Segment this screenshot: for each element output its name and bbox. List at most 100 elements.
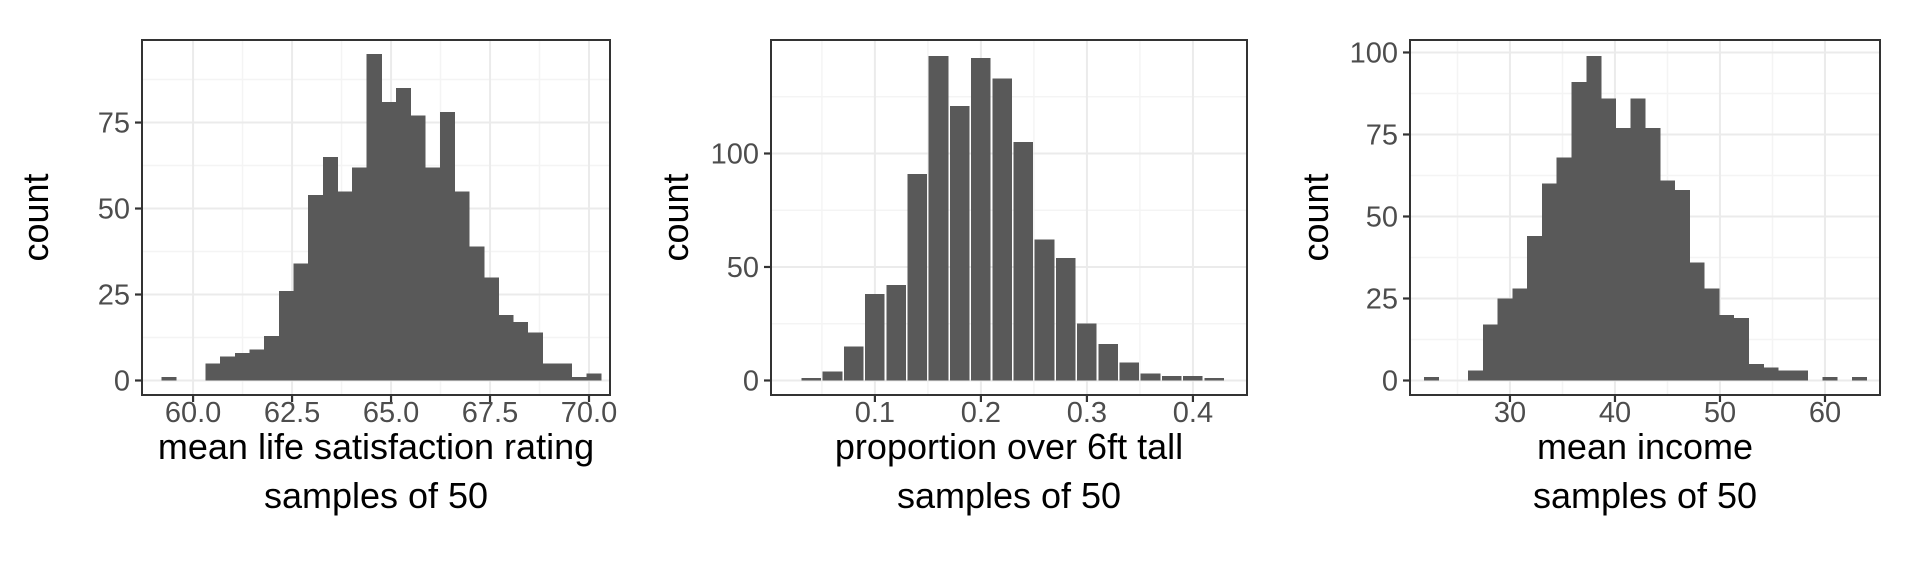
panel-mean-life-satisfaction: 60.0 62.5 65.0 67.5 70.0 0 25 50 75 mean life sat… bbox=[0, 0, 640, 576]
histogram-bar bbox=[1497, 298, 1513, 381]
histogram-bar bbox=[1630, 98, 1646, 381]
x-tick-label: 67.5 bbox=[462, 397, 518, 429]
y-tick-label: 50 bbox=[727, 252, 759, 284]
histogram-bar bbox=[1468, 370, 1484, 381]
histogram-bar bbox=[1689, 262, 1705, 381]
histogram-bar bbox=[1659, 180, 1676, 381]
histogram-bar bbox=[293, 263, 309, 381]
histogram-bar bbox=[843, 346, 864, 381]
histogram-bar bbox=[469, 246, 485, 381]
histogram-mean-life-satisfaction: 60.0 62.5 65.0 67.5 70.0 0 25 50 75 mean life sat… bbox=[15, 39, 617, 516]
histogram-bar bbox=[1733, 318, 1749, 381]
histogram-bar bbox=[439, 112, 455, 381]
x-tick-label: 0.4 bbox=[1173, 397, 1213, 429]
histogram-bar bbox=[1482, 324, 1499, 381]
histogram-bar bbox=[1704, 288, 1720, 381]
histogram-bar bbox=[1183, 375, 1203, 381]
histogram-bar bbox=[586, 373, 602, 381]
histogram-bar bbox=[278, 291, 294, 381]
panel-mean-income: 30 40 50 60 0 25 50 75 100 mean income samples of … bbox=[1280, 0, 1920, 576]
histogram-bar bbox=[220, 356, 236, 381]
histogram-bar bbox=[542, 363, 558, 381]
x-axis-title-line1: proportion over 6ft tall bbox=[835, 426, 1183, 467]
histogram-bar bbox=[1034, 239, 1055, 381]
histogram-bar bbox=[1674, 190, 1690, 381]
histogram-bar bbox=[1645, 127, 1661, 381]
x-tick-label: 50 bbox=[1704, 397, 1736, 429]
histogram-bar bbox=[801, 378, 822, 381]
histogram-bar bbox=[1077, 323, 1097, 381]
x-tick-label: 0.1 bbox=[855, 397, 895, 429]
histogram-bar bbox=[1556, 157, 1572, 381]
histogram-bar bbox=[425, 167, 441, 381]
x-axis-title-line2: samples of 50 bbox=[1533, 475, 1757, 516]
x-tick-label: 40 bbox=[1599, 397, 1631, 429]
histogram-bar bbox=[907, 173, 928, 381]
histogram-bar bbox=[513, 322, 529, 381]
histogram-bar bbox=[337, 191, 353, 381]
histogram-bar bbox=[498, 315, 514, 381]
histogram-bar bbox=[1161, 375, 1182, 381]
histogram-bar bbox=[1748, 364, 1764, 381]
histogram-bar bbox=[161, 377, 177, 381]
y-axis-title: count bbox=[1295, 173, 1336, 261]
histogram-mean-income: 30 40 50 60 0 25 50 75 100 mean income samples of … bbox=[1295, 37, 1881, 516]
histogram-bar bbox=[410, 115, 426, 381]
histogram-bar bbox=[1541, 183, 1558, 381]
y-tick-label: 0 bbox=[1382, 366, 1398, 398]
histogram-bar bbox=[1792, 370, 1808, 381]
y-tick-label: 75 bbox=[1366, 119, 1398, 151]
histogram-bar bbox=[1204, 378, 1224, 381]
histogram-bar bbox=[352, 167, 368, 381]
histogram-bar bbox=[1055, 257, 1076, 381]
y-tick-label: 0 bbox=[114, 365, 130, 397]
histogram-bar bbox=[928, 55, 949, 381]
x-axis-title-line1: mean income bbox=[1537, 426, 1753, 467]
histogram-bar bbox=[557, 363, 573, 381]
histogram-bar bbox=[1586, 55, 1602, 381]
x-axis-title-line1: mean life satisfaction rating bbox=[158, 426, 594, 467]
histogram-bar bbox=[1423, 377, 1440, 381]
x-axis-title-line2: samples of 50 bbox=[897, 475, 1121, 516]
y-tick-label: 50 bbox=[98, 194, 130, 226]
x-tick-label: 0.3 bbox=[1067, 397, 1107, 429]
histogram-bar bbox=[992, 78, 1012, 381]
histogram-bar bbox=[308, 194, 324, 381]
histogram-bar bbox=[234, 352, 250, 381]
histogram-bar bbox=[1600, 98, 1617, 381]
histogram-bar bbox=[1013, 142, 1034, 381]
y-tick-label: 100 bbox=[1350, 37, 1398, 69]
histogram-bar bbox=[571, 377, 587, 381]
histogram-bar bbox=[1527, 236, 1543, 381]
histogram-bar bbox=[205, 363, 221, 381]
histogram-bar bbox=[949, 105, 970, 381]
histogram-bar bbox=[249, 349, 265, 381]
histogram-bar bbox=[1822, 377, 1838, 381]
histogram-bar bbox=[1571, 81, 1587, 381]
histogram-bar bbox=[366, 53, 382, 381]
x-tick-label: 30 bbox=[1494, 397, 1526, 429]
histogram-bar bbox=[1718, 314, 1735, 381]
histogram-bar bbox=[395, 88, 412, 381]
histogram-bar bbox=[1851, 377, 1868, 381]
x-axis-title-line2: samples of 50 bbox=[264, 475, 488, 516]
histogram-bar bbox=[381, 101, 397, 381]
histogram-bar bbox=[1778, 370, 1794, 381]
histogram-bar bbox=[1140, 373, 1161, 381]
histogram-bar bbox=[822, 371, 843, 381]
x-tick-label: 60.0 bbox=[165, 397, 221, 429]
histogram-bar bbox=[865, 294, 885, 381]
x-tick-label: 0.2 bbox=[961, 397, 1001, 429]
y-tick-label: 50 bbox=[1366, 201, 1398, 233]
x-tick-label: 60 bbox=[1809, 397, 1841, 429]
histogram-bar bbox=[454, 191, 470, 381]
y-axis-title: count bbox=[15, 173, 56, 261]
panel-border bbox=[770, 39, 1248, 396]
histogram-bar bbox=[264, 335, 280, 381]
histogram-bar bbox=[1098, 344, 1118, 381]
histogram-bar bbox=[1763, 367, 1779, 381]
panel-border bbox=[141, 39, 611, 396]
y-tick-label: 100 bbox=[711, 138, 759, 170]
